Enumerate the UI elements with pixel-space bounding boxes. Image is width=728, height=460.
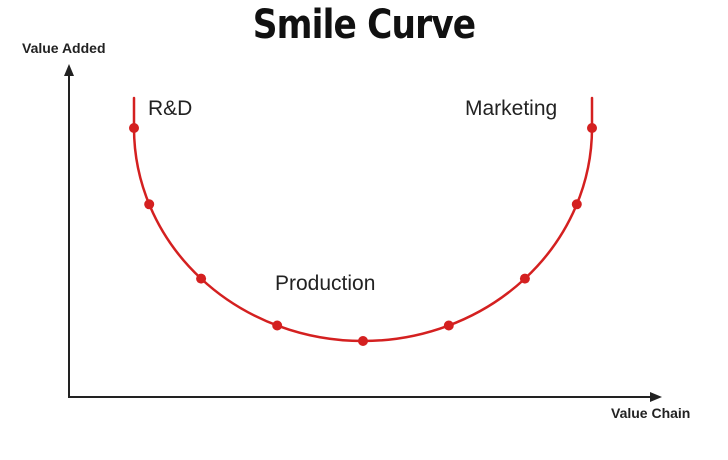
x-axis-arrowhead bbox=[650, 392, 662, 402]
curve-points bbox=[129, 123, 597, 346]
stage-label-rnd: R&D bbox=[148, 97, 193, 120]
curve-point-2 bbox=[144, 199, 155, 210]
diagram-title: Smile Curve bbox=[252, 2, 476, 48]
curve-point-1 bbox=[129, 123, 139, 133]
curve-point-9 bbox=[587, 123, 597, 133]
curve-point-8 bbox=[571, 199, 582, 210]
curve-point-4 bbox=[272, 320, 283, 331]
curve-point-5 bbox=[358, 336, 368, 346]
y-axis-arrowhead bbox=[64, 64, 74, 76]
y-axis-label: Value Added bbox=[22, 40, 106, 56]
curve-point-7 bbox=[519, 273, 530, 284]
curve-point-6 bbox=[443, 320, 454, 331]
stage-label-production: Production bbox=[275, 272, 376, 295]
smile-curve-line bbox=[132, 96, 594, 343]
x-axis-label: Value Chain bbox=[611, 405, 691, 421]
curve-point-3 bbox=[196, 273, 207, 284]
stage-label-marketing: Marketing bbox=[465, 97, 558, 120]
